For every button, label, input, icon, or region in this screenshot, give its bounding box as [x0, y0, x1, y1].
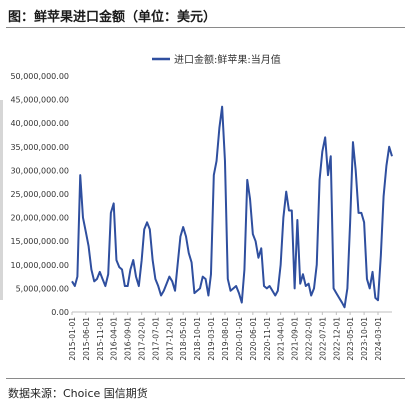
- title-divider: [6, 27, 405, 28]
- x-tick-label: 2018-10-01: [193, 317, 202, 361]
- y-tick-label: 40,000,000.00: [10, 119, 69, 128]
- x-tick-label: 2018-05-01: [179, 317, 188, 361]
- y-tick-label: 10,000,000.00: [10, 261, 69, 270]
- y-tick-label: 50,000,000.00: [10, 72, 69, 81]
- x-tick-label: 2022-02-01: [305, 317, 314, 361]
- y-tick-label: 45,000,000.00: [10, 96, 69, 105]
- legend-label: 进口金额:鲜苹果:当月值: [174, 53, 281, 66]
- x-tick-label: 2017-02-01: [138, 317, 147, 361]
- x-tick-label: 2019-08-01: [221, 317, 230, 361]
- x-tick-label: 2023-10-01: [360, 317, 369, 361]
- series-layer: [71, 105, 393, 309]
- x-tick-label: 2022-12-01: [332, 317, 341, 361]
- source-divider: [6, 378, 405, 379]
- y-tick-label: 35,000,000.00: [10, 143, 69, 152]
- x-tick-label: 2020-06-01: [249, 317, 258, 361]
- x-tick-label: 2017-12-01: [165, 317, 174, 361]
- y-tick-label: 25,000,000.00: [10, 190, 69, 199]
- y-tick-label: 5,000,000.00: [16, 284, 69, 293]
- x-tick-label: 2024-03-01: [374, 317, 383, 361]
- figure-title: 图：鲜苹果进口金额（单位：美元）: [8, 10, 217, 25]
- x-tick-label: 2021-09-01: [291, 317, 300, 361]
- y-tick-label: 0.00: [51, 308, 69, 317]
- x-axis: 2015-01-01 2015-06-01 2015-11-01 2016-04-01…: [68, 311, 392, 361]
- x-tick-label: 2022-07-01: [318, 317, 327, 361]
- x-tick-label: 2020-11-01: [263, 317, 272, 361]
- chart-legend: 进口金额:鲜苹果:当月值: [152, 53, 281, 66]
- x-tick-label: 2017-07-01: [151, 317, 160, 361]
- x-tick-label: 2021-04-01: [277, 317, 286, 361]
- y-axis: 0.00 5,000,000.00 10,000,000.00 15,000,000.…: [10, 72, 69, 317]
- y-tick-label: 20,000,000.00: [10, 214, 69, 223]
- x-tick-label: 2015-01-01: [68, 317, 77, 361]
- figure-source: 数据来源：Choice 国信期货: [8, 387, 148, 400]
- x-tick-label: 2019-03-01: [207, 317, 216, 361]
- x-tick-label: 2023-05-01: [346, 317, 355, 361]
- series-line: [71, 105, 393, 309]
- line-chart: 进口金额:鲜苹果:当月值 0.00 5,000,000.00 10,000,000.…: [10, 53, 393, 361]
- x-tick-label: 2020-01-01: [235, 317, 244, 361]
- x-tick-label: 2015-11-01: [96, 317, 105, 361]
- x-tick-label: 2016-09-01: [124, 317, 133, 361]
- y-tick-label: 30,000,000.00: [10, 166, 69, 175]
- left-edge-decoration: [0, 100, 3, 300]
- x-tick-label: 2016-04-01: [110, 317, 119, 361]
- x-tick-label: 2015-06-01: [82, 317, 91, 361]
- y-tick-label: 15,000,000.00: [10, 237, 69, 246]
